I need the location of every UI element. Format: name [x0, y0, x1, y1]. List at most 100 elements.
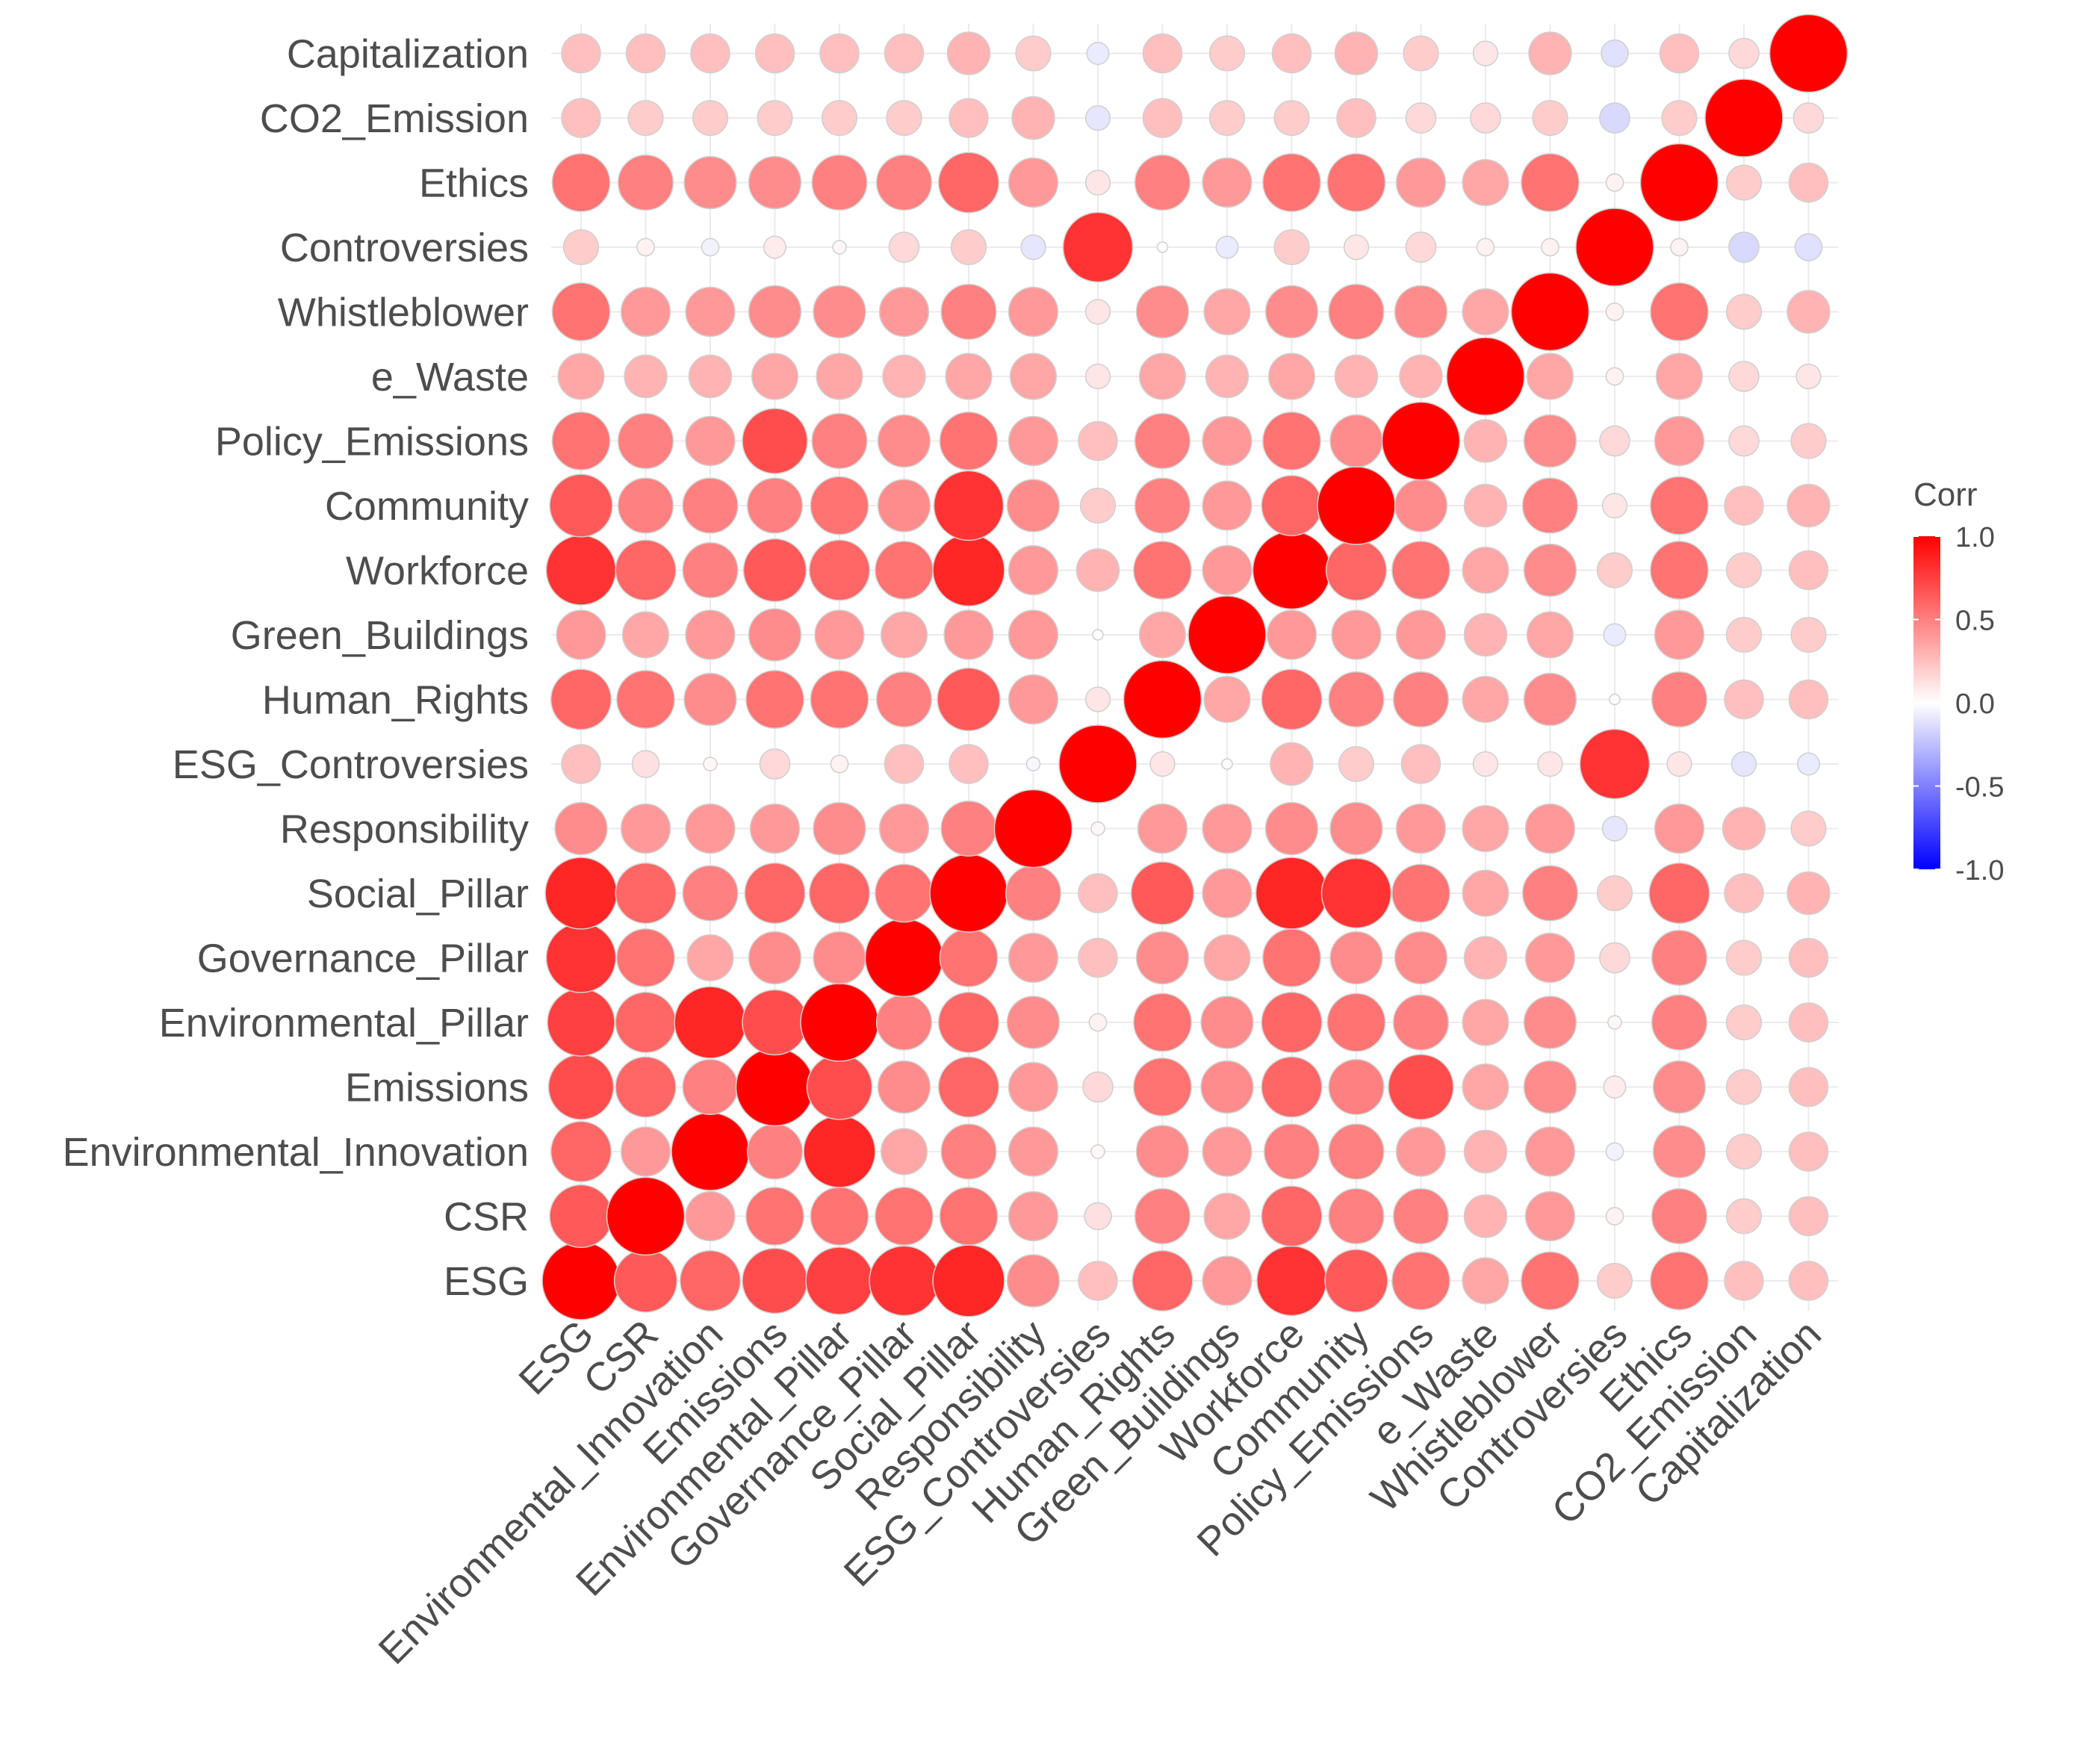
corr-circle-Environmental_Innovation-Responsibility [1008, 1126, 1059, 1177]
corr-circle-Workforce-CSR [615, 539, 677, 601]
corr-circle-Workforce-Capitalization [1788, 550, 1829, 591]
corr-circle-Whistleblower-Emissions [748, 285, 802, 339]
corr-circle-Controversies-Policy_Emissions [1405, 232, 1437, 263]
corr-circle-Ethics-Controversies [1605, 173, 1624, 192]
corr-circle-Whistleblower-e_Waste [1462, 288, 1509, 336]
corr-circle-ESG-ESG [541, 1241, 621, 1320]
corr-circle-Community-Environmental_Innovation [682, 477, 739, 534]
corr-circle-Capitalization-Human_Rights [1142, 33, 1183, 74]
corr-circle-ESG_Controversies-CO2_Emission [1730, 751, 1757, 777]
corr-circle-Green_Buildings-Workforce [1266, 609, 1317, 660]
corr-circle-Emissions-Environmental_Innovation [682, 1058, 739, 1116]
corr-circle-Controversies-Whistleblower [1541, 237, 1559, 257]
corr-circle-Environmental_Innovation-Human_Rights [1135, 1125, 1190, 1178]
corr-circle-Ethics-CO2_Emission [1725, 164, 1763, 201]
corr-circle-Environmental_Innovation-Capitalization [1788, 1131, 1829, 1172]
corr-circle-Ethics-Social_Pillar [937, 152, 1000, 214]
legend-title: Corr [1913, 476, 1978, 513]
corr-circle-CO2_Emission-CO2_Emission [1704, 78, 1784, 158]
corr-circle-Community-Ethics [1650, 476, 1709, 535]
corr-circle-Controversies-Environmental_Innovation [701, 237, 720, 257]
corr-circle-Controversies-Workforce [1273, 229, 1310, 266]
y-label-Capitalization: Capitalization [287, 32, 529, 77]
corr-circle-Governance_Pillar-Human_Rights [1135, 931, 1190, 985]
corr-circle-Policy_Emissions-Whistleblower [1523, 414, 1577, 468]
legend: Corr 1.0 0.5 0.0 -0.5 -1.0 [1913, 476, 2004, 886]
corr-circle-Policy_Emissions-Controversies [1599, 425, 1630, 457]
corr-circle-Governance_Pillar-Workforce [1262, 928, 1321, 987]
corr-circle-Community-Community [1317, 466, 1396, 545]
corr-circle-Controversies-CO2_Emission [1728, 232, 1760, 263]
corr-circle-Policy_Emissions-Emissions [742, 408, 808, 474]
corr-circle-Environmental_Pillar-Community [1326, 993, 1386, 1052]
corr-circle-Governance_Pillar-Environmental_Pillar [813, 931, 866, 985]
corr-circle-CSR-Policy_Emissions [1392, 1187, 1450, 1245]
corr-circle-Workforce-Responsibility [1008, 544, 1059, 596]
corr-circle-Ethics-Green_Buildings [1202, 157, 1252, 208]
corr-circle-Emissions-e_Waste [1462, 1063, 1509, 1111]
corr-circle-Ethics-Ethics [1639, 143, 1719, 223]
corr-circle-CO2_Emission-Community [1336, 98, 1376, 138]
corr-circle-Workforce-Ethics [1650, 541, 1709, 600]
corr-circle-Capitalization-Governance_Pillar [884, 33, 925, 74]
corr-circle-CO2_Emission-Green_Buildings [1208, 99, 1246, 137]
corr-circle-Human_Rights-Human_Rights [1123, 659, 1202, 739]
corr-circle-Responsibility-e_Waste [1462, 804, 1509, 853]
corr-circle-Responsibility-Governance_Pillar [878, 803, 930, 854]
corr-circle-Environmental_Pillar-Emissions [742, 989, 808, 1056]
corr-circle-CO2_Emission-Governance_Pillar [886, 99, 922, 137]
corr-circle-Green_Buildings-ESG_Controversies [1092, 629, 1104, 641]
corr-circle-Capitalization-Policy_Emissions [1403, 35, 1439, 72]
corr-circle-Workforce-Environmental_Pillar [808, 539, 871, 601]
corr-circle-Environmental_Pillar-Responsibility [1006, 996, 1061, 1049]
corr-circle-ESG-Ethics [1650, 1251, 1709, 1311]
corr-circle-Community-ESG_Controversies [1079, 487, 1117, 524]
corr-circle-Responsibility-Environmental_Pillar [813, 801, 866, 856]
corr-circle-Capitalization-ESG [561, 33, 601, 74]
corr-circle-ESG-Controversies [1596, 1262, 1633, 1299]
corr-circle-Responsibility-CO2_Emission [1722, 807, 1766, 851]
x-axis-labels: ESGCSREnvironmental_InnovationEmissionsE… [370, 1311, 1830, 1673]
corr-circle-Capitalization-ESG_Controversies [1086, 42, 1110, 65]
corr-circle-CSR-Controversies [1605, 1207, 1624, 1226]
corr-circle-ESG-Environmental_Pillar [805, 1246, 874, 1315]
corr-circle-Social_Pillar-Environmental_Pillar [808, 862, 871, 925]
corr-circle-Social_Pillar-Whistleblower [1521, 865, 1579, 922]
corr-circle-Capitalization-CO2_Emission [1728, 37, 1760, 69]
corr-circle-Social_Pillar-Human_Rights [1130, 861, 1195, 925]
corr-circle-Green_Buildings-Whistleblower [1526, 611, 1574, 659]
corr-circle-Responsibility-Whistleblower [1524, 803, 1576, 854]
corr-circle-Governance_Pillar-CO2_Emission [1725, 940, 1763, 976]
corr-circle-Human_Rights-Environmental_Innovation [683, 672, 737, 727]
corr-circle-ESG-Community [1324, 1249, 1388, 1313]
corr-circle-CO2_Emission-Social_Pillar [949, 98, 989, 138]
corr-circle-Emissions-Governance_Pillar [877, 1060, 931, 1114]
corr-circle-Whistleblower-Ethics [1650, 282, 1709, 341]
corr-circle-Social_Pillar-Controversies [1596, 875, 1633, 912]
corr-circle-Social_Pillar-CSR [615, 862, 677, 925]
corr-circle-Community-ESG [549, 473, 613, 538]
corr-circle-Ethics-Responsibility [1008, 157, 1059, 208]
corr-circle-Community-CO2_Emission [1724, 485, 1764, 526]
corr-circle-ESG_Controversies-Emissions [759, 748, 791, 780]
corr-circle-e_Waste-Social_Pillar [945, 353, 993, 400]
corr-circle-Environmental_Pillar-Controversies [1607, 1015, 1622, 1030]
corr-circle-Human_Rights-Responsibility [1008, 674, 1059, 725]
corr-circle-Controversies-Governance_Pillar [888, 232, 920, 263]
corr-circle-Emissions-Responsibility [1008, 1061, 1059, 1113]
corr-circle-Community-Capitalization [1786, 483, 1831, 528]
corr-circle-Responsibility-Green_Buildings [1202, 803, 1252, 854]
legend-tick-label: 0.0 [1955, 689, 1995, 720]
corr-circle-Environmental_Innovation-Environmental_Innovation [671, 1112, 750, 1191]
corr-circle-Social_Pillar-Environmental_Innovation [682, 865, 739, 922]
corr-circle-CSR-Whistleblower [1524, 1190, 1576, 1242]
corr-circle-Responsibility-Community [1329, 801, 1383, 856]
corr-circle-CO2_Emission-Responsibility [1011, 96, 1055, 140]
y-label-Green_Buildings: Green_Buildings [231, 613, 529, 658]
corr-circle-Environmental_Innovation-Environmental_Pillar [803, 1115, 876, 1188]
corr-circle-Emissions-Workforce [1261, 1056, 1323, 1118]
corr-circle-Green_Buildings-CSR [621, 611, 670, 659]
corr-circle-Governance_Pillar-Policy_Emissions [1394, 931, 1448, 985]
corr-circle-Emissions-CSR [615, 1056, 677, 1118]
